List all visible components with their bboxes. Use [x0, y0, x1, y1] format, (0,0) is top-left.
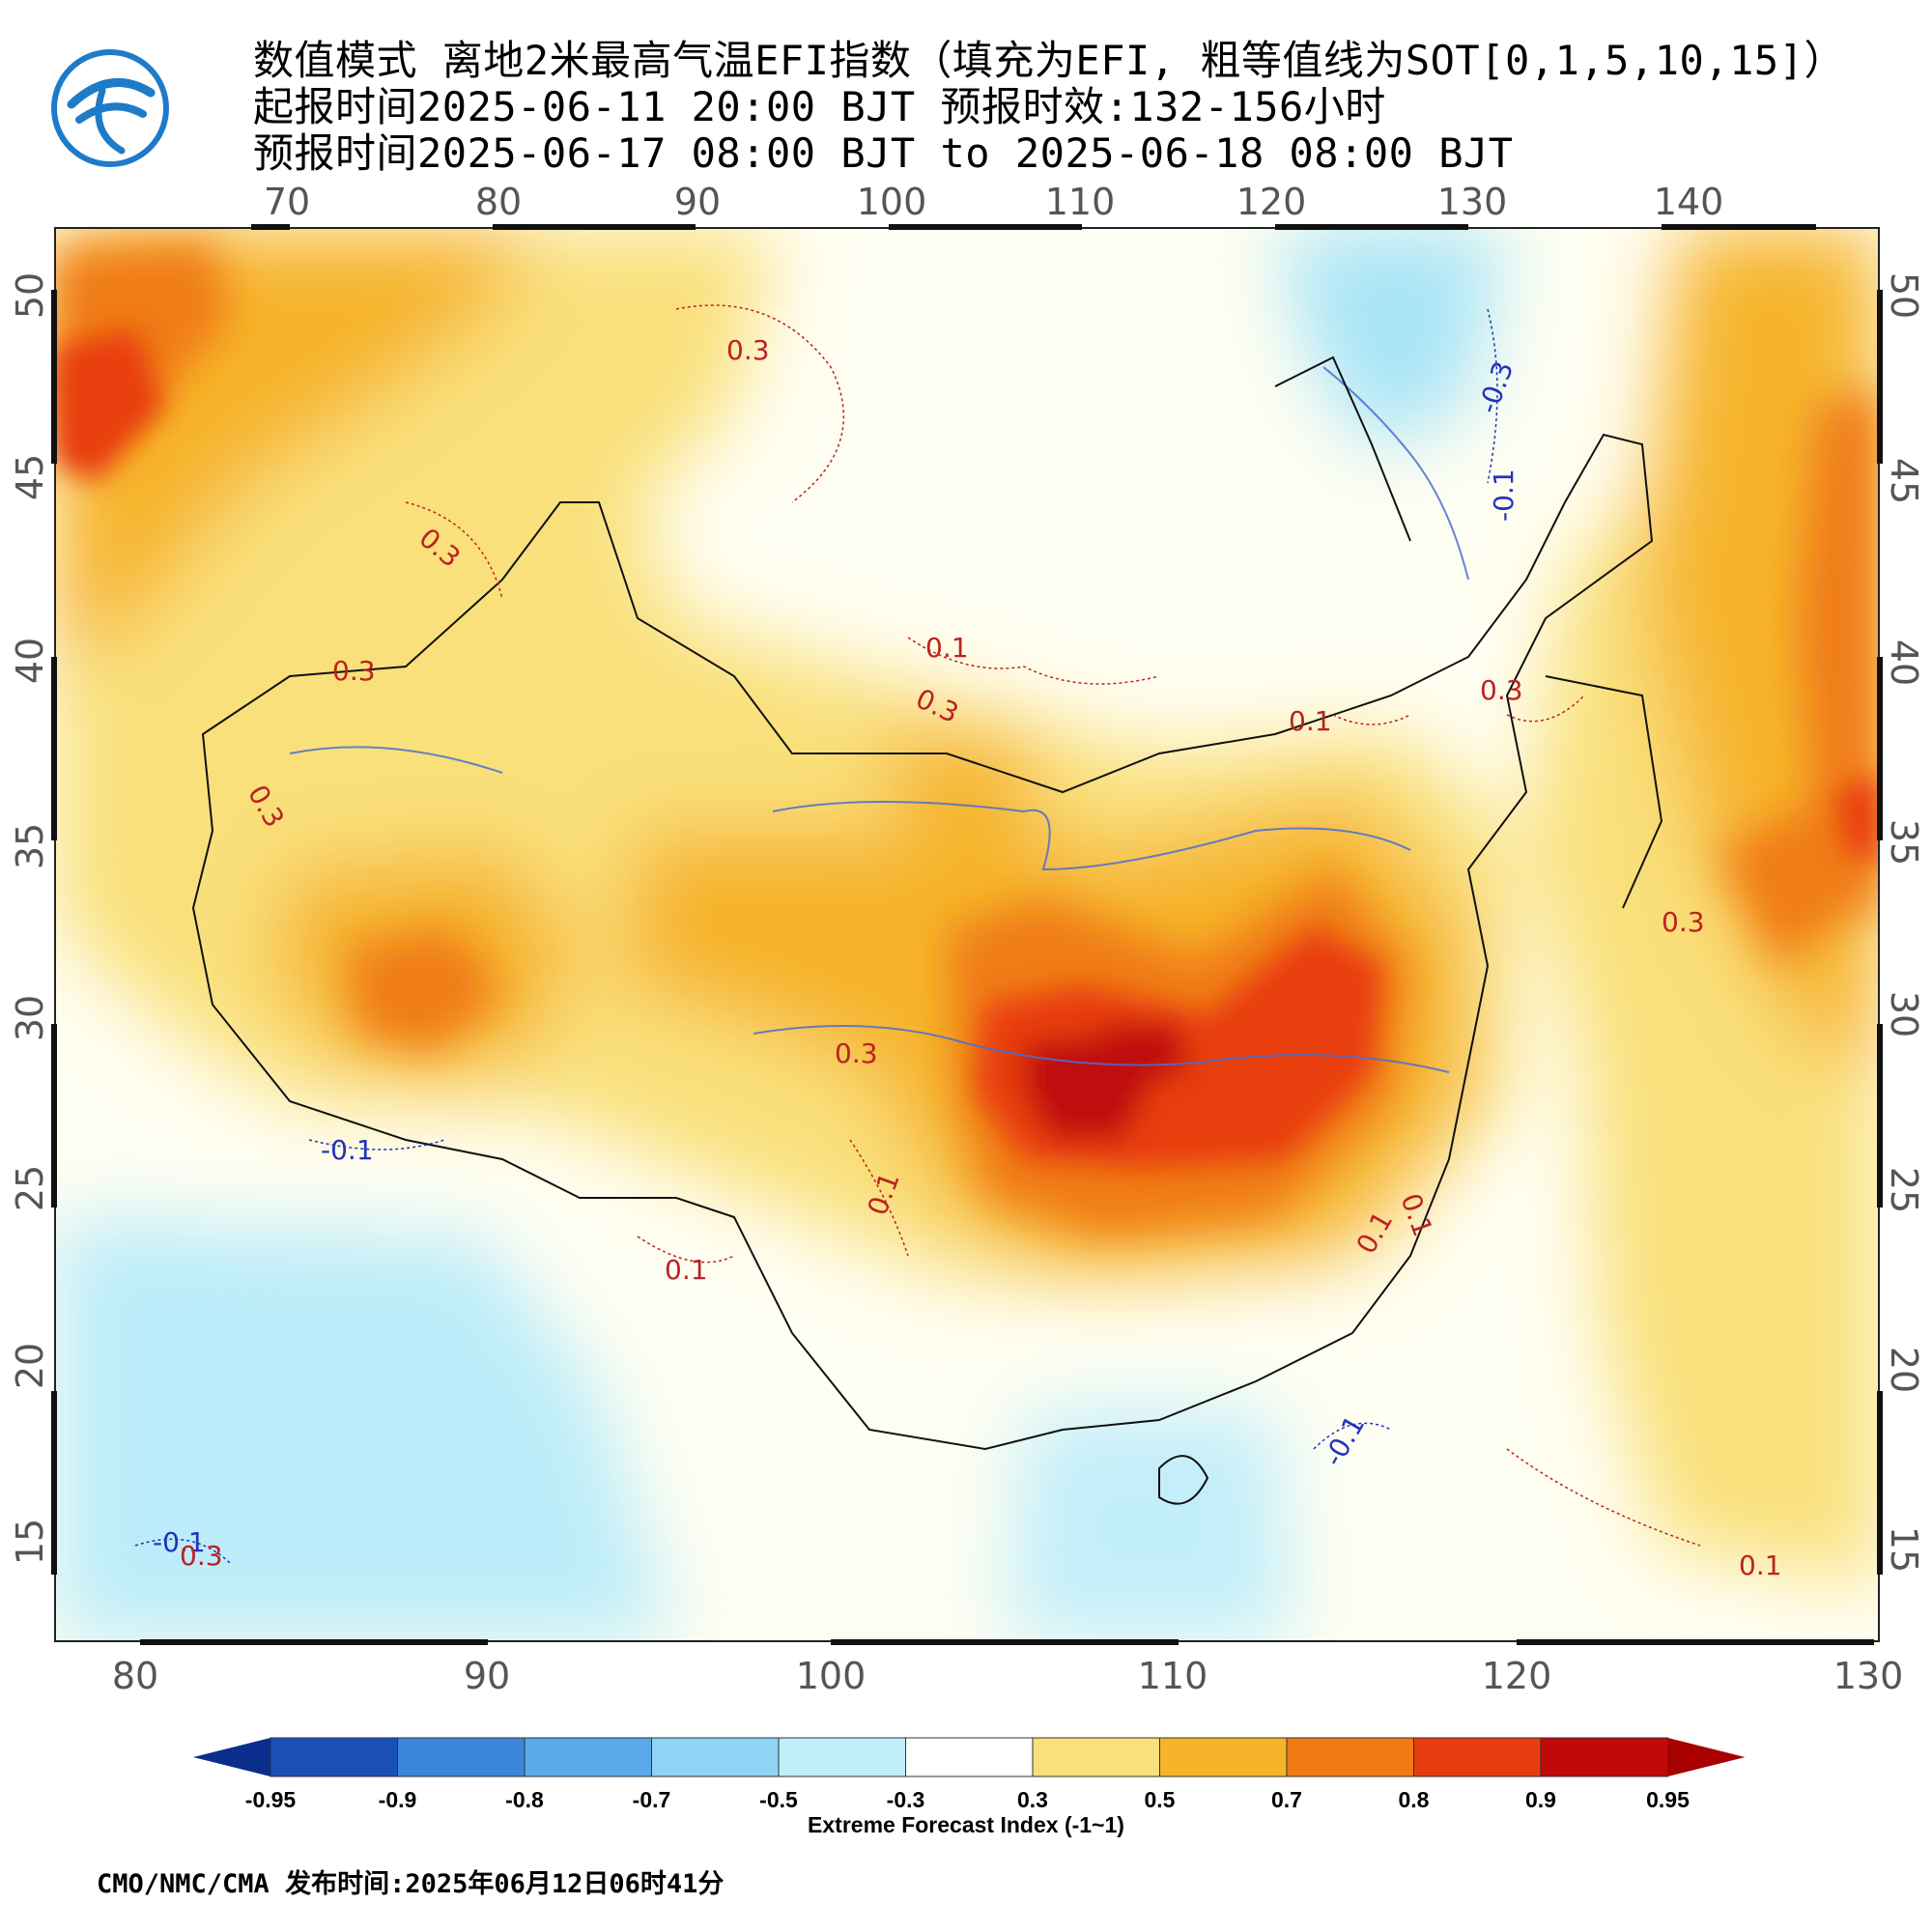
contour-label: 0.3 [180, 1540, 223, 1572]
right-lat-label: 25 [1883, 1167, 1925, 1213]
contour-label: -0.1 [153, 1526, 206, 1558]
contour-label: 0.3 [332, 655, 376, 687]
efi-field: 0.3 0.3 0.3 0.1 0.3 0.1 0.3 0.3 -0.3 -0.… [55, 228, 1879, 1641]
colorbar-high-arrow [1667, 1738, 1746, 1776]
colorbar-tick-label: 0.9 [1525, 1787, 1556, 1812]
top-lon-label: 100 [857, 181, 927, 223]
top-lon-label: 80 [475, 181, 522, 223]
contour-label: 0.3 [1480, 674, 1523, 706]
right-lat-label: 40 [1883, 639, 1925, 686]
colorbar-tick-label: -0.9 [379, 1787, 417, 1812]
colorbar-swatch [905, 1737, 1034, 1777]
bottom-lon-label: 90 [464, 1655, 510, 1697]
left-lat-label: 35 [9, 823, 51, 869]
axis-labels: 70 80 90 100 110 120 130 140 80 90 100 1… [9, 181, 1925, 1697]
left-lat-label: 30 [9, 995, 51, 1041]
contours-negative [134, 308, 1498, 1566]
contour-label: 0.1 [1289, 705, 1332, 737]
right-lat-label: 20 [1883, 1347, 1925, 1393]
contour-label: 0.3 [835, 1037, 878, 1069]
colorbar-swatch [778, 1737, 906, 1777]
contour-label: 0.3 [726, 334, 770, 366]
colorbar-tick-label: -0.8 [505, 1787, 544, 1812]
colorbar-tick-label: 0.7 [1271, 1787, 1302, 1812]
colorbar-swatch [1159, 1737, 1288, 1777]
colorbar-swatch [1032, 1737, 1160, 1777]
colorbar-swatch [1540, 1737, 1668, 1777]
right-lat-label: 30 [1883, 991, 1925, 1037]
top-lon-label: 120 [1236, 181, 1307, 223]
left-lat-label: 25 [9, 1165, 51, 1211]
colorbar-tick-label: 0.5 [1145, 1787, 1176, 1812]
colorbar-swatch [397, 1737, 526, 1777]
colorbar-tick-label: 0.95 [1646, 1787, 1690, 1812]
rivers [289, 366, 1469, 1073]
right-lat-label: 45 [1883, 458, 1925, 504]
contour-label: 0.1 [1739, 1549, 1782, 1581]
colorbar-swatch [270, 1737, 398, 1777]
left-lat-label: 40 [9, 638, 51, 684]
contour-label: 0.1 [665, 1254, 708, 1286]
top-lon-label: 110 [1045, 181, 1116, 223]
left-lat-label: 45 [9, 454, 51, 500]
bottom-lon-label: 130 [1833, 1655, 1904, 1697]
cma-logo-icon [51, 49, 169, 167]
left-lat-label: 50 [9, 272, 51, 319]
right-lat-label: 35 [1883, 819, 1925, 866]
map-title-line-3: 预报时间2025-06-17 08:00 BJT to 2025-06-18 0… [253, 129, 1514, 177]
colorbar-swatch [1286, 1737, 1414, 1777]
frame-ticks [51, 224, 1883, 1645]
colorbar-swatch [1413, 1737, 1542, 1777]
bottom-lon-label: 120 [1482, 1655, 1552, 1697]
right-lat-label: 50 [1883, 272, 1925, 319]
contour-label: -0.1 [1488, 469, 1520, 522]
top-lon-label: 130 [1437, 181, 1508, 223]
map-title-line-2: 起报时间2025-06-11 20:00 BJT 预报时效:132-156小时 [253, 83, 1386, 130]
top-lon-label: 90 [674, 181, 721, 223]
map-title-line-1: 数值模式 离地2米最高气温EFI指数（填充为EFI, 粗等值线为SOT[0,1,… [253, 37, 1845, 84]
top-lon-label: 140 [1654, 181, 1724, 223]
left-lat-label: 20 [9, 1343, 51, 1389]
boundaries [191, 355, 1663, 1505]
colorbar: -0.95 -0.9 -0.8 -0.7 -0.5 -0.3 0.3 0.5 0.7 0.8 0.9… [193, 1737, 1746, 1812]
bottom-lon-label: 110 [1138, 1655, 1208, 1697]
contour-label: 0.3 [1662, 906, 1705, 938]
colorbar-low-arrow [193, 1738, 270, 1776]
right-lat-label: 15 [1883, 1526, 1925, 1573]
colorbar-swatch [651, 1737, 780, 1777]
contours-positive [405, 304, 1701, 1547]
colorbar-tick-label: -0.3 [887, 1787, 925, 1812]
publish-info: CMO/NMC/CMA 发布时间:2025年06月12日06时41分 [97, 1869, 724, 1899]
colorbar-tick-label: -0.7 [633, 1787, 671, 1812]
contour-label: -0.1 [321, 1134, 374, 1166]
colorbar-tick-label: -0.95 [245, 1787, 297, 1812]
colorbar-swatch [524, 1737, 652, 1777]
colorbar-tick-label: 0.8 [1399, 1787, 1430, 1812]
bottom-lon-label: 80 [112, 1655, 158, 1697]
top-lon-label: 70 [264, 181, 310, 223]
left-lat-label: 15 [9, 1519, 51, 1565]
colorbar-tick-label: 0.3 [1017, 1787, 1048, 1812]
bottom-lon-label: 100 [796, 1655, 867, 1697]
colorbar-tick-label: -0.5 [759, 1787, 798, 1812]
colorbar-title: Extreme Forecast Index (-1~1) [808, 1812, 1124, 1837]
contour-label: 0.1 [925, 632, 969, 664]
